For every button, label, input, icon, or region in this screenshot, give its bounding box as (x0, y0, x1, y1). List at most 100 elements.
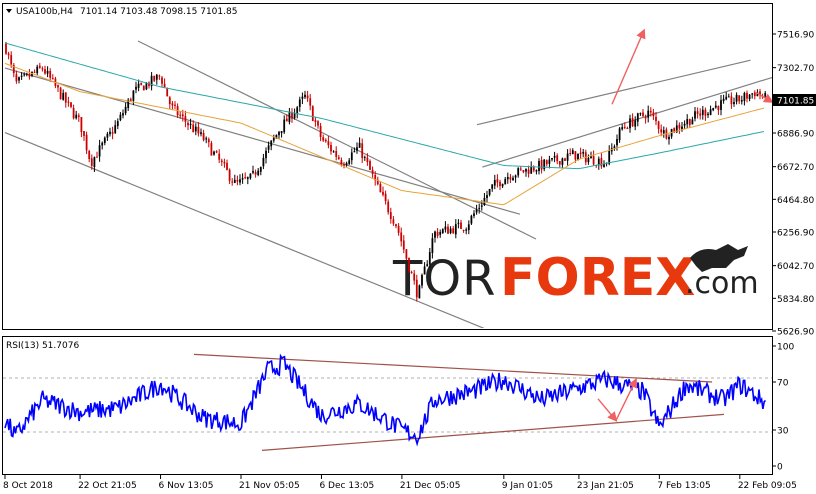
candle-body (683, 123, 686, 126)
candle-body (298, 99, 301, 107)
candle-body (460, 222, 462, 229)
candle-body (514, 175, 517, 178)
symbol-label: USA100b,H4 (16, 7, 73, 17)
candle-body (348, 160, 351, 164)
candle-body (197, 126, 200, 134)
candle-body (525, 168, 527, 172)
price-tick-label: 7516.90 (777, 31, 814, 41)
collapse-triangle-icon[interactable] (6, 9, 12, 13)
candle-body (496, 179, 499, 183)
candle-body (436, 231, 439, 236)
candle-body (387, 201, 390, 213)
price-tick-label: 6042.70 (777, 262, 814, 272)
channel-line (482, 76, 772, 168)
candle-body (392, 219, 395, 224)
watermark-tor: TOR (392, 251, 496, 307)
candle-body (155, 74, 158, 80)
candle-body (603, 163, 605, 168)
candle-body (688, 118, 691, 125)
candle-body (223, 161, 226, 164)
candle-body (33, 71, 36, 73)
candle-body (356, 147, 358, 151)
candle-body (67, 101, 70, 103)
time-tick-label: 8 Oct 2018 (3, 481, 53, 491)
price-panel-frame (2, 3, 773, 330)
candle-body (426, 264, 429, 267)
candle-body (293, 113, 296, 118)
candle-body (462, 229, 465, 231)
candle-body (714, 105, 717, 108)
candle-body (166, 87, 169, 97)
candle-body (184, 116, 187, 122)
candle-body (283, 119, 286, 133)
candle-body (486, 195, 488, 199)
bull-logo-icon (690, 244, 748, 272)
candle-body (545, 160, 548, 165)
candle-body (226, 162, 228, 170)
candle-body (509, 177, 512, 180)
candle-body (743, 93, 746, 102)
candle-body (379, 184, 382, 193)
price-tick-label: 6464.80 (777, 196, 814, 206)
candle-body (753, 92, 756, 97)
candle-body (374, 175, 377, 181)
candle-body (145, 83, 148, 90)
candle-body (639, 113, 642, 115)
candle-body (657, 121, 660, 129)
candle-body (324, 139, 327, 142)
candle-body (18, 77, 20, 81)
candle-body (288, 111, 291, 123)
candle-body (340, 160, 343, 165)
candle-body (327, 141, 330, 146)
candle-body (642, 112, 644, 116)
candle-body (621, 127, 624, 130)
candle-body (192, 124, 195, 133)
candle-body (137, 83, 140, 88)
candle-body (194, 126, 197, 132)
candle-body (272, 137, 275, 141)
candle-body (210, 143, 213, 156)
candle-body (655, 116, 657, 122)
candle-body (735, 94, 738, 102)
candle-body (174, 104, 176, 106)
candle-body (153, 75, 156, 81)
candle-body (548, 159, 551, 164)
candle-body (109, 131, 111, 135)
candle-body (15, 74, 18, 82)
candle-body (75, 114, 78, 119)
candle-body (408, 257, 410, 272)
candle-body (301, 96, 304, 99)
candle-body (116, 121, 119, 127)
channel-line (4, 67, 521, 215)
candle-body (353, 151, 356, 153)
candle-body (278, 131, 280, 136)
candle-body (673, 127, 676, 132)
candle-body (535, 170, 538, 172)
candle-body (431, 238, 434, 253)
candle-body (608, 150, 611, 164)
candle-body (389, 212, 392, 219)
candle-body (491, 184, 494, 189)
candle-body (332, 151, 335, 153)
price-axis: 7516.90 7302.70 6886.90 6672.70 6464.80 6256.… (772, 4, 814, 338)
channel-line (4, 131, 485, 328)
time-tick-label: 6 Dec 13:05 (319, 481, 374, 491)
candle-body (748, 94, 751, 100)
candle-body (246, 177, 249, 179)
candle-body (465, 229, 468, 231)
candle-body (421, 275, 423, 286)
candle-body (506, 177, 509, 180)
candle-body (504, 179, 507, 185)
candle-body (722, 98, 725, 101)
candle-body (730, 96, 733, 105)
candle-body (215, 151, 218, 153)
candle-body (150, 75, 153, 87)
candle-body (10, 55, 13, 65)
candle-body (163, 83, 166, 88)
candle-body (187, 122, 189, 126)
candle-body (517, 168, 520, 176)
candle-body (696, 111, 699, 114)
candle-body (652, 112, 655, 117)
ma-fast-line (4, 62, 765, 206)
rsi-label: RSI(13) 51.7076 (6, 341, 79, 351)
